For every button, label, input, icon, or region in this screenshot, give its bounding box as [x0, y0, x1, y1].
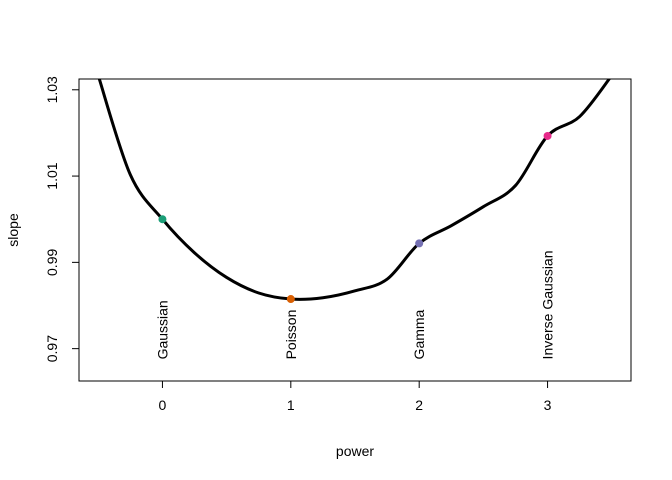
family-label: Poisson	[283, 310, 299, 360]
y-axis-title: slope	[5, 213, 21, 247]
y-tick-label: 1.03	[44, 76, 60, 103]
family-label: Inverse Gaussian	[540, 250, 556, 359]
y-tick-label: 0.97	[44, 335, 60, 362]
y-tick-label: 1.01	[44, 162, 60, 189]
family-point	[543, 131, 552, 140]
family-label: Gaussian	[154, 300, 170, 359]
family-label: Gamma	[411, 309, 427, 359]
family-points	[158, 131, 552, 304]
slope-curve	[97, 79, 612, 301]
x-axis: 0 1 2 3	[159, 380, 552, 413]
x-axis-title: power	[336, 443, 374, 459]
family-point	[415, 239, 424, 248]
family-point	[158, 215, 167, 224]
family-labels: Gaussian Poisson Gamma Inverse Gaussian	[154, 250, 555, 359]
y-axis: 0.97 0.99 1.01 1.03	[44, 76, 80, 362]
y-tick-label: 0.99	[44, 249, 60, 276]
x-tick-label: 1	[287, 397, 295, 413]
x-tick-label: 2	[415, 397, 423, 413]
family-point	[286, 295, 295, 304]
x-tick-label: 3	[544, 397, 552, 413]
x-tick-label: 0	[159, 397, 167, 413]
